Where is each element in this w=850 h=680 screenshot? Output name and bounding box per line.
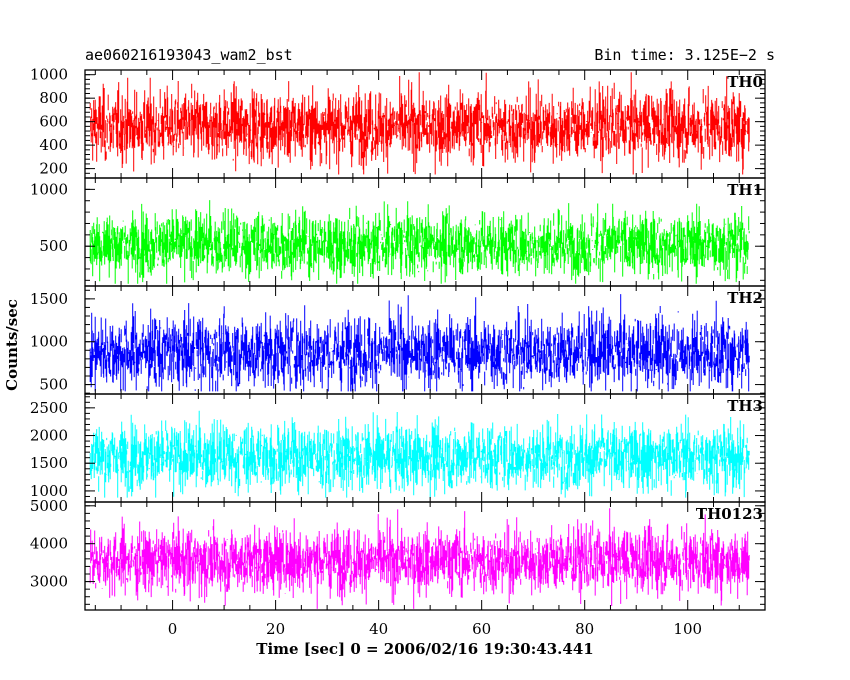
y-axis-label: Counts/sec xyxy=(3,299,21,391)
y-tick-label: 500 xyxy=(39,237,68,255)
x-tick-labels: 0 20 40 60 80 100 xyxy=(168,620,702,638)
panel-frame xyxy=(84,501,766,611)
y-tick-label: 4000 xyxy=(30,535,68,553)
y-tick-label: 600 xyxy=(39,113,68,131)
series-th0123-trace xyxy=(89,508,750,609)
panels-group: 200 400 600 800 1000 TH0 500 1000 TH1 500 1000 1500… xyxy=(30,66,766,611)
panel-th0: 200 400 600 800 1000 TH0 xyxy=(30,66,766,179)
chart-title: ae060216193043_wam2_bst xyxy=(85,46,293,64)
y-tick-label: 800 xyxy=(39,89,68,107)
panel-label-th3: TH3 xyxy=(727,397,763,415)
y-tick-label: 500 xyxy=(39,376,68,394)
x-tick-label: 60 xyxy=(472,620,491,638)
y-tick-label: 1000 xyxy=(30,333,68,351)
y-tick-label: 1500 xyxy=(30,290,68,308)
panel-th1: 500 1000 TH1 xyxy=(30,177,766,287)
bin-time-label: Bin time: 3.125E−2 s xyxy=(594,46,775,64)
panel-label-th1: TH1 xyxy=(727,181,763,199)
y-tick-label: 2000 xyxy=(30,427,68,445)
x-axis-label: Time [sec] 0 = 2006/02/16 19:30:43.441 xyxy=(256,640,593,658)
y-tick-label: 1000 xyxy=(30,180,68,198)
series-th0-trace xyxy=(89,72,750,175)
x-tick-label: 100 xyxy=(673,620,702,638)
x-tick-label: 40 xyxy=(369,620,388,638)
panel-th0123: 3000 4000 5000 TH0123 xyxy=(30,497,766,611)
y-tick-label: 1500 xyxy=(30,454,68,472)
series-th1-trace xyxy=(89,200,750,284)
x-tick-label: 20 xyxy=(266,620,285,638)
y-tick-label: 5000 xyxy=(30,497,68,515)
y-tick-label: 2500 xyxy=(30,399,68,417)
panel-label-th2: TH2 xyxy=(727,289,763,307)
y-tick-label: 1000 xyxy=(30,482,68,500)
y-tick-label: 200 xyxy=(39,160,68,178)
panel-th2: 500 1000 1500 TH2 xyxy=(30,285,766,395)
x-tick-label: 0 xyxy=(168,620,178,638)
panel-th3: 1000 1500 2000 2500 TH3 xyxy=(30,393,766,503)
x-tick-label: 80 xyxy=(575,620,594,638)
panel-label-th0: TH0 xyxy=(727,73,763,91)
y-tick-label: 400 xyxy=(39,136,68,154)
y-tick-label: 3000 xyxy=(30,573,68,591)
y-tick-label: 1000 xyxy=(30,66,68,84)
series-th2-trace xyxy=(89,294,750,392)
series-th3-trace xyxy=(89,410,750,498)
panel-label-th0123: TH0123 xyxy=(696,505,763,523)
